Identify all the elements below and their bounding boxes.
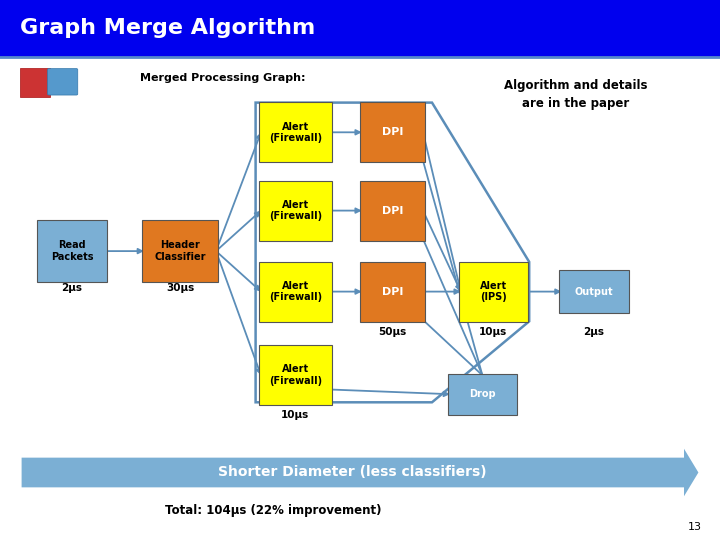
Text: Alert
(Firewall): Alert (Firewall) bbox=[269, 364, 322, 386]
Polygon shape bbox=[22, 449, 698, 496]
Text: DPI: DPI bbox=[382, 287, 403, 296]
Text: Read
Packets: Read Packets bbox=[50, 240, 94, 262]
Text: Alert
(Firewall): Alert (Firewall) bbox=[269, 200, 322, 221]
FancyBboxPatch shape bbox=[448, 374, 517, 415]
Text: Algorithm and details
are in the paper: Algorithm and details are in the paper bbox=[504, 79, 648, 110]
Text: Merged Processing Graph:: Merged Processing Graph: bbox=[140, 73, 306, 83]
Text: 2μs: 2μs bbox=[61, 284, 83, 293]
FancyBboxPatch shape bbox=[360, 102, 425, 162]
Text: Alert
(Firewall): Alert (Firewall) bbox=[269, 122, 322, 143]
FancyBboxPatch shape bbox=[360, 180, 425, 241]
Text: 2μs: 2μs bbox=[583, 327, 605, 336]
FancyBboxPatch shape bbox=[559, 269, 629, 313]
Text: Alert
(Firewall): Alert (Firewall) bbox=[269, 281, 322, 302]
Text: 50μs: 50μs bbox=[378, 327, 407, 336]
FancyBboxPatch shape bbox=[259, 180, 331, 241]
FancyBboxPatch shape bbox=[48, 69, 78, 95]
FancyBboxPatch shape bbox=[459, 261, 528, 321]
FancyBboxPatch shape bbox=[360, 261, 425, 321]
Text: Drop: Drop bbox=[469, 389, 495, 399]
FancyBboxPatch shape bbox=[0, 0, 720, 57]
FancyBboxPatch shape bbox=[259, 102, 331, 162]
Text: 13: 13 bbox=[688, 522, 702, 531]
Text: Graph Merge Algorithm: Graph Merge Algorithm bbox=[20, 18, 315, 38]
Text: DPI: DPI bbox=[382, 127, 403, 137]
FancyBboxPatch shape bbox=[37, 220, 107, 282]
Text: 10μs: 10μs bbox=[281, 410, 310, 420]
Text: Total: 104μs (22% improvement): Total: 104μs (22% improvement) bbox=[166, 504, 382, 517]
Text: 30μs: 30μs bbox=[166, 284, 194, 293]
Text: Alert
(IPS): Alert (IPS) bbox=[480, 281, 507, 302]
Text: Shorter Diameter (less classifiers): Shorter Diameter (less classifiers) bbox=[218, 465, 487, 480]
FancyBboxPatch shape bbox=[259, 346, 331, 405]
FancyBboxPatch shape bbox=[142, 220, 218, 282]
Text: Output: Output bbox=[575, 287, 613, 296]
Text: Header
Classifier: Header Classifier bbox=[154, 240, 206, 262]
FancyBboxPatch shape bbox=[259, 261, 331, 321]
Text: 10μs: 10μs bbox=[479, 327, 508, 336]
FancyBboxPatch shape bbox=[20, 68, 50, 97]
Text: DPI: DPI bbox=[382, 206, 403, 215]
